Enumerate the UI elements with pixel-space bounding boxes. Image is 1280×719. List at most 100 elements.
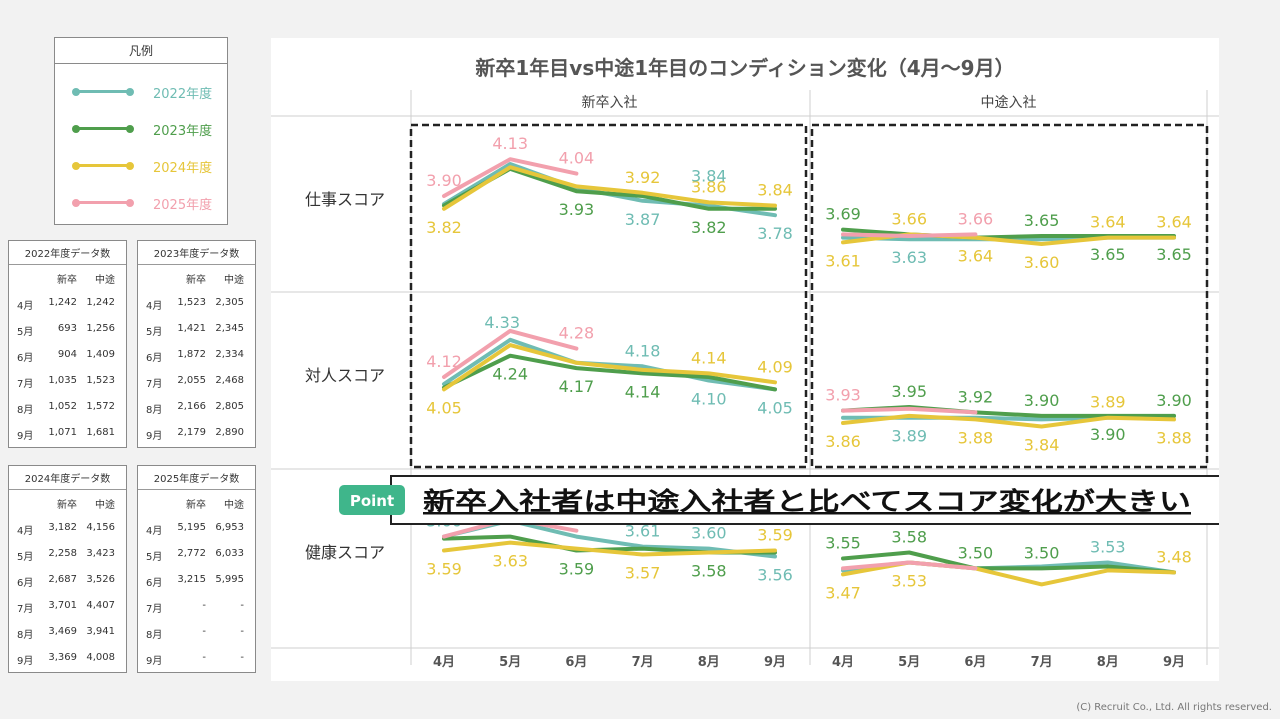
data-label: 4.14 [625,382,661,401]
table-cell: 4月 [146,301,163,312]
table-cell: 1,409 [86,349,115,360]
table-cell: 7月 [17,604,34,615]
table-cell: 2,890 [215,427,244,438]
data-label: 3.90 [1024,391,1060,410]
data-label: 3.50 [1024,543,1060,562]
data-label: 3.78 [757,224,793,243]
highlight-box-mid-career [810,123,1209,469]
row-header: 対人スコア [305,366,385,385]
table-cell: 2,055 [177,375,206,386]
data-count-table: 2023年度データ数 新卒 中途 4月 1,523 2,305 5月 1,421 2,345 6月… [137,240,256,448]
point-badge-label: Point [350,492,394,510]
table-cell: 新卒 [57,500,77,511]
table-cell: 1,872 [177,349,206,360]
data-label: 3.64 [958,247,994,266]
data-label: 3.53 [891,571,927,590]
table-row: 4月 5,195 6,953 [138,522,255,538]
table-row: 6月 3,215 5,995 [138,574,255,590]
x-tick-label: 8月 [698,655,720,670]
table-cell: - [240,626,244,637]
legend-item-2024: 2024年度 [55,155,227,176]
series-line [442,353,777,392]
data-label: 3.84 [1024,436,1060,455]
data-label: 4.18 [625,341,661,360]
table-cell: 904 [57,349,77,360]
data-label: 3.59 [426,560,462,579]
data-count-table: 2025年度データ数 新卒 中途 4月 5,195 6,953 5月 2,772 6,033 6月… [137,465,256,673]
data-label: 4.05 [757,398,793,417]
table-row: 5月 1,421 2,345 [138,323,255,339]
data-label: 3.90 [1090,425,1126,444]
table-row: 8月 1,052 1,572 [9,401,126,417]
legend-swatch [72,87,134,96]
data-label: 3.89 [891,427,927,446]
table-header-row: 新卒 中途 [9,496,126,512]
table-cell: 1,052 [48,401,77,412]
table-cell: 3,469 [48,626,77,637]
table-cell: 3,526 [86,574,115,585]
data-label: 4.04 [559,149,595,168]
chart-svg: 新卒1年目vs中途1年目のコンディション変化（4月～9月） 新卒入社 中途入社仕事ス… [271,56,1228,670]
data-label: 3.84 [757,181,793,200]
series-line [442,328,579,379]
table-row: 8月 - - [138,626,255,642]
series-line [841,560,978,571]
data-count-table: 2024年度データ数 新卒 中途 4月 3,182 4,156 5月 2,258 3,423 6月… [8,465,127,673]
data-label: 3.56 [757,566,793,585]
data-label: 4.24 [492,365,528,384]
table-cell: 1,523 [177,297,206,308]
chart-title: 新卒1年目vs中途1年目のコンディション変化（4月～9月） [475,56,1014,80]
data-label: 3.66 [958,209,994,228]
table-cell: 8月 [146,630,163,641]
x-tick-label: 9月 [764,655,786,670]
table-cell: 3,182 [48,522,77,533]
data-label: 4.12 [426,352,462,371]
table-cell: 1,681 [86,427,115,438]
point-badge [339,485,405,515]
legend-box: 凡例 2022年度 2023年度 2024年度 2025年度 [54,37,228,225]
table-cell: 8月 [146,405,163,416]
table-cell: 9月 [146,656,163,667]
data-label: 3.55 [825,534,861,553]
table-row: 5月 2,772 6,033 [138,548,255,564]
table-row: 7月 2,055 2,468 [138,375,255,391]
table-cell: 1,572 [86,401,115,412]
table-cell: 7月 [17,379,34,390]
table-cell: 6,033 [215,548,244,559]
table-cell: 9月 [17,431,34,442]
table-cell: 3,701 [48,600,77,611]
table-cell: 4月 [17,301,34,312]
table-cell: 1,242 [48,297,77,308]
x-tick-label: 8月 [1097,655,1119,670]
legend-item-2023: 2023年度 [55,118,227,139]
table-cell: 5,995 [215,574,244,585]
x-tick-label: 9月 [1163,655,1185,670]
series-line [442,343,777,392]
table-row: 7月 1,035 1,523 [9,375,126,391]
table-cell: 2,772 [177,548,206,559]
series-line [841,232,978,238]
data-label: 3.58 [891,528,927,547]
table-cell: 2,305 [215,297,244,308]
chart-card: 新卒1年目vs中途1年目のコンディション変化（4月～9月） 新卒入社 中途入社 仕事ス… [271,38,1228,681]
table-cell: 2,334 [215,349,244,360]
data-count-table: 2022年度データ数 新卒 中途 4月 1,242 1,242 5月 693 1,256 6月 90… [8,240,127,448]
table-cell: 2,468 [215,375,244,386]
data-label: 3.87 [625,210,661,229]
legend-label: 2024年度 [153,161,213,176]
data-label: 3.63 [891,248,927,267]
table-header-row: 新卒 中途 [9,271,126,287]
x-tick-label: 4月 [433,655,455,670]
table-cell: 1,421 [177,323,206,334]
legend-swatch [72,198,134,207]
table-cell: 3,215 [177,574,206,585]
data-label: 4.33 [484,313,520,332]
data-label: 4.09 [757,357,793,376]
data-label: 3.90 [426,171,462,190]
table-cell: 2,258 [48,548,77,559]
data-label: 3.86 [825,432,861,451]
table-title: 2025年度データ数 [138,466,255,490]
table-row: 4月 1,242 1,242 [9,297,126,313]
data-label: 3.65 [1156,245,1192,264]
legend-item-2022: 2022年度 [55,81,227,102]
